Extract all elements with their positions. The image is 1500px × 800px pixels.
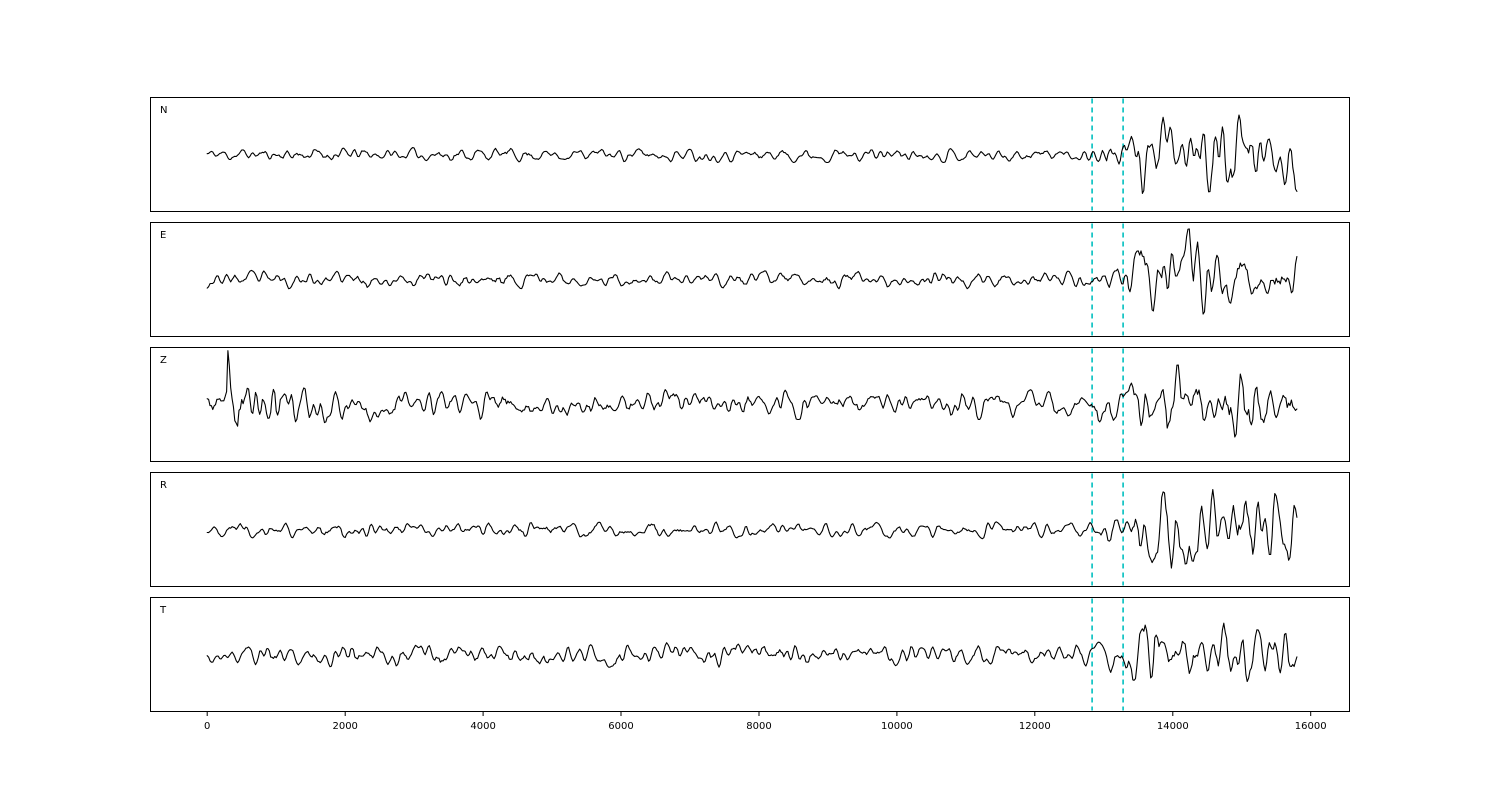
panel-T: T <box>150 597 1350 712</box>
x-axis: 0 2000 4000 6000 8000 10000 12000 14000 16000 <box>150 712 1350 746</box>
channel-label-N: N <box>160 105 167 116</box>
panel-canvas-N: N <box>150 97 1350 212</box>
panel-Z: Z <box>150 347 1350 462</box>
panel-E: E <box>150 222 1350 337</box>
panel-canvas-T: T <box>150 597 1350 712</box>
panel-N: N <box>150 97 1350 212</box>
panel-R: R <box>150 472 1350 587</box>
x-axis-canvas: 0 2000 4000 6000 8000 10000 12000 14000 16000 <box>204 712 1327 732</box>
x-tick-label: 10000 <box>881 721 913 732</box>
panel-canvas-E: E <box>150 222 1350 337</box>
channel-label-Z: Z <box>160 355 167 366</box>
waveform-trace-Z <box>206 350 1298 438</box>
x-tick-label: 16000 <box>1295 721 1327 732</box>
x-tick-label: 2000 <box>332 721 357 732</box>
waveform-trace-E <box>206 228 1298 315</box>
panel-frame <box>150 97 1350 212</box>
panel-frame <box>150 347 1350 462</box>
x-tick-label: 0 <box>204 721 210 732</box>
panel-canvas-R: R <box>150 472 1350 587</box>
x-tick-label: 4000 <box>470 721 495 732</box>
waveform-trace-N <box>206 114 1298 194</box>
x-tick-label: 12000 <box>1019 721 1051 732</box>
panel-canvas-Z: Z <box>150 347 1350 462</box>
channel-label-E: E <box>160 230 166 241</box>
x-tick-label: 6000 <box>608 721 633 732</box>
panel-frame <box>150 472 1350 587</box>
panel-frame <box>150 597 1350 712</box>
waveform-trace-T <box>206 622 1298 683</box>
x-tick-label: 8000 <box>746 721 771 732</box>
x-tick-label: 14000 <box>1157 721 1189 732</box>
panel-frame <box>150 222 1350 337</box>
channel-label-R: R <box>160 480 167 491</box>
channel-label-T: T <box>159 605 167 616</box>
waveform-trace-R <box>206 489 1298 569</box>
